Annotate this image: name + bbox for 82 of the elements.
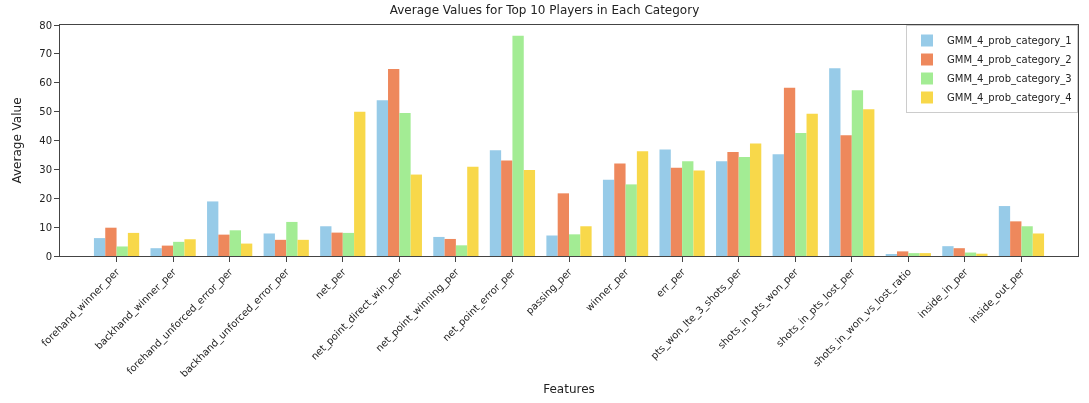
bar — [93, 238, 106, 256]
bar — [229, 230, 241, 256]
bar — [569, 234, 581, 256]
y-tick-label: 80 — [39, 19, 52, 31]
y-tick-label: 20 — [39, 192, 52, 204]
y-axis-title: Average Value — [9, 97, 24, 184]
bar — [1010, 221, 1022, 256]
bar — [716, 161, 728, 256]
bar — [919, 253, 931, 256]
bar — [467, 166, 479, 256]
bar — [207, 201, 219, 256]
x-axis-title: Features — [543, 381, 595, 396]
bar — [908, 253, 920, 256]
bar — [557, 193, 569, 256]
y-tick-label: 50 — [39, 106, 52, 118]
bar — [727, 152, 739, 256]
bar — [806, 113, 818, 256]
legend-label: GMM_4_prob_category_4 — [947, 92, 1072, 105]
bar — [625, 184, 637, 256]
bar — [376, 100, 389, 256]
bar — [455, 245, 468, 256]
y-tick-label: 0 — [45, 250, 52, 262]
bar — [749, 143, 762, 256]
bar — [388, 68, 400, 256]
bar — [829, 68, 841, 256]
bar — [897, 251, 909, 256]
bar — [354, 111, 366, 256]
y-tick-label: 10 — [39, 221, 52, 233]
bar — [240, 243, 253, 256]
bar — [342, 232, 355, 256]
legend-label: GMM_4_prob_category_2 — [947, 54, 1072, 67]
bar — [602, 179, 615, 256]
bar — [116, 246, 128, 256]
y-tick-label: 40 — [39, 135, 52, 146]
bar — [659, 149, 671, 256]
bar — [433, 236, 445, 256]
y-tick-label: 60 — [39, 77, 52, 89]
bar — [953, 248, 965, 256]
y-tick-label: 70 — [39, 48, 52, 60]
bar — [1032, 233, 1045, 256]
bar — [795, 132, 807, 256]
bar — [173, 241, 185, 256]
bar — [399, 113, 411, 256]
bar — [263, 233, 275, 256]
bar — [738, 156, 750, 256]
bar — [297, 239, 309, 256]
bar — [863, 109, 875, 256]
bar — [512, 35, 524, 256]
bar — [976, 253, 988, 256]
bar — [998, 206, 1011, 256]
bar — [580, 226, 592, 256]
bar — [331, 232, 343, 256]
bar — [274, 239, 287, 256]
bar — [218, 234, 230, 256]
bar — [161, 245, 174, 256]
bar — [444, 238, 456, 256]
bar — [105, 227, 117, 256]
bar — [840, 135, 852, 256]
bar — [320, 226, 332, 256]
bar — [772, 154, 784, 256]
bar — [783, 87, 796, 256]
bar — [670, 167, 683, 256]
bar — [501, 160, 513, 256]
bar — [127, 232, 140, 256]
bar — [150, 248, 162, 256]
legend-label: GMM_4_prob_category_3 — [947, 73, 1072, 86]
bar — [286, 221, 298, 256]
bar — [184, 239, 196, 256]
bar — [523, 169, 536, 256]
bar — [682, 161, 694, 256]
y-tick-label: 30 — [39, 163, 52, 175]
bar — [489, 150, 502, 256]
bar — [636, 151, 649, 256]
bar — [410, 174, 422, 256]
bar — [546, 235, 558, 256]
bar — [942, 246, 954, 256]
chart-title: Average Values for Top 10 Players in Each Category — [389, 3, 700, 18]
bar — [1021, 226, 1033, 256]
bar — [693, 170, 705, 256]
bar — [851, 90, 864, 256]
bar — [614, 163, 626, 256]
legend-label: GMM_4_prob_category_1 — [947, 35, 1072, 48]
